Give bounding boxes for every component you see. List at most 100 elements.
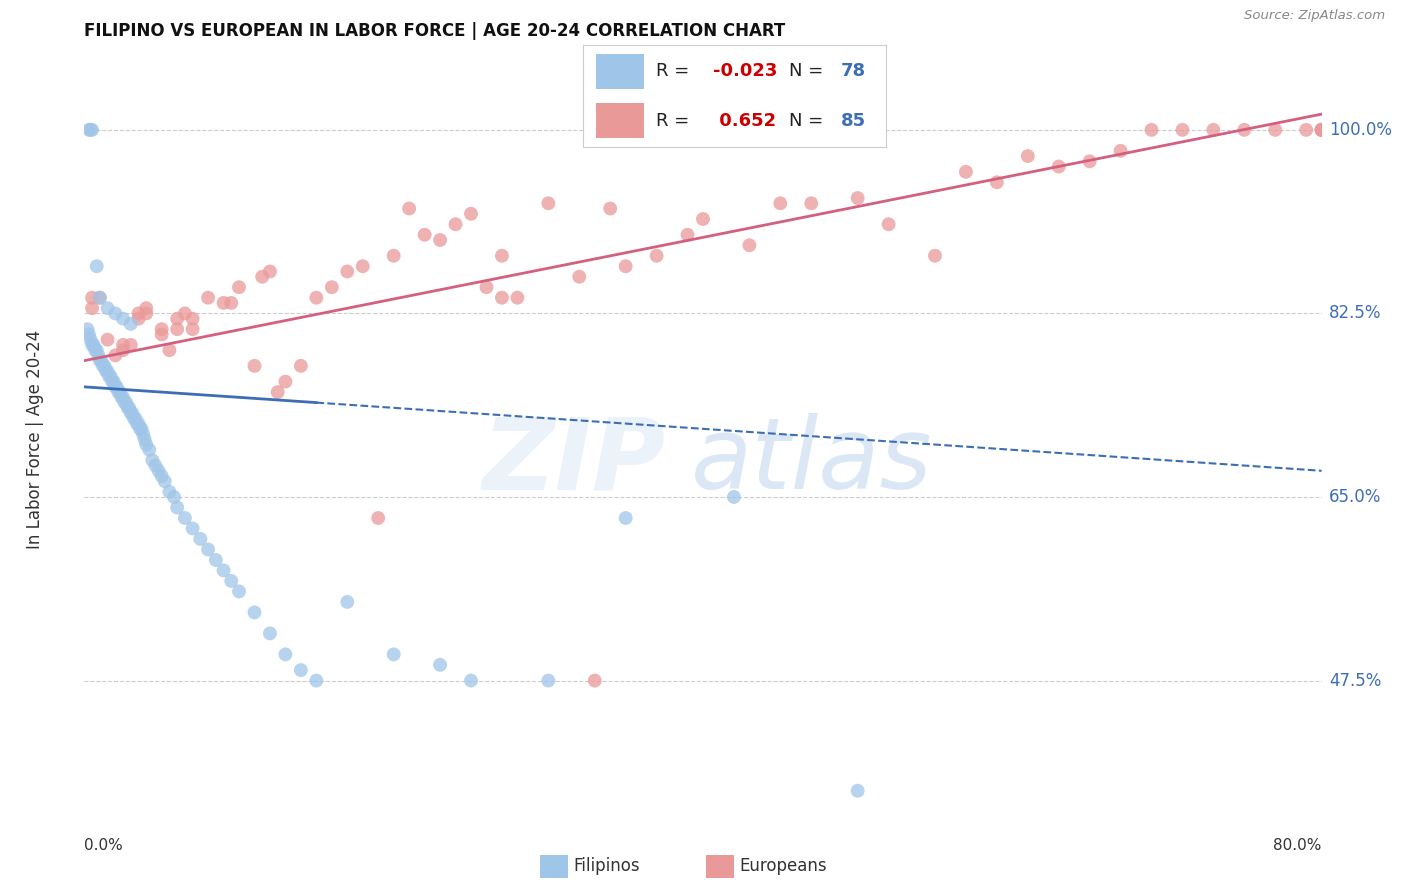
- Point: [614, 511, 637, 525]
- Point: [537, 673, 560, 688]
- Point: [645, 249, 668, 263]
- Point: [429, 233, 451, 247]
- Point: [89, 353, 111, 368]
- Point: [96, 364, 118, 378]
- Point: [955, 165, 977, 179]
- Point: [1140, 123, 1163, 137]
- Point: [460, 673, 482, 688]
- Point: [1341, 123, 1364, 137]
- Text: 65.0%: 65.0%: [1330, 488, 1382, 506]
- Point: [100, 369, 122, 384]
- Point: [112, 390, 135, 404]
- Point: [398, 202, 420, 216]
- Point: [174, 306, 197, 320]
- Point: [131, 422, 153, 436]
- Point: [1403, 123, 1406, 137]
- Point: [723, 490, 745, 504]
- Point: [877, 217, 900, 231]
- Point: [181, 322, 204, 336]
- Point: [1078, 154, 1101, 169]
- Text: In Labor Force | Age 20-24: In Labor Force | Age 20-24: [25, 330, 44, 549]
- Point: [86, 259, 108, 273]
- Point: [96, 301, 118, 315]
- Point: [382, 249, 405, 263]
- Point: [692, 212, 714, 227]
- Point: [181, 521, 204, 535]
- Point: [243, 606, 266, 620]
- Point: [583, 673, 606, 688]
- Text: 80.0%: 80.0%: [1274, 838, 1322, 853]
- Point: [135, 306, 157, 320]
- Point: [1372, 123, 1395, 137]
- Text: 0.0%: 0.0%: [84, 838, 124, 853]
- Point: [120, 338, 142, 352]
- Point: [506, 291, 529, 305]
- Point: [150, 322, 173, 336]
- Point: [90, 353, 112, 368]
- Point: [127, 417, 149, 431]
- Point: [134, 433, 156, 447]
- Point: [290, 663, 312, 677]
- Point: [77, 327, 100, 342]
- Point: [93, 359, 115, 373]
- Point: [112, 338, 135, 352]
- Point: [274, 375, 297, 389]
- Point: [89, 291, 111, 305]
- Point: [87, 348, 110, 362]
- Point: [352, 259, 374, 273]
- Point: [212, 564, 235, 578]
- Point: [132, 427, 155, 442]
- Point: [94, 364, 117, 378]
- Point: [138, 442, 160, 457]
- Point: [1202, 123, 1225, 137]
- Point: [800, 196, 823, 211]
- Point: [846, 783, 869, 797]
- Point: [259, 626, 281, 640]
- Point: [1171, 123, 1194, 137]
- Point: [120, 406, 142, 420]
- Point: [1388, 123, 1406, 137]
- Point: [150, 469, 173, 483]
- Point: [104, 348, 127, 362]
- Point: [1047, 160, 1070, 174]
- Point: [124, 411, 146, 425]
- Point: [166, 500, 188, 515]
- Point: [79, 123, 101, 137]
- Point: [1388, 123, 1406, 137]
- Point: [228, 280, 250, 294]
- Point: [221, 574, 243, 588]
- Point: [107, 385, 129, 400]
- Point: [125, 417, 148, 431]
- Point: [1357, 123, 1379, 137]
- Point: [1395, 123, 1406, 137]
- Point: [228, 584, 250, 599]
- Point: [159, 343, 180, 358]
- Point: [104, 306, 127, 320]
- Point: [82, 338, 104, 352]
- Point: [1381, 123, 1403, 137]
- Text: FILIPINO VS EUROPEAN IN LABOR FORCE | AGE 20-24 CORRELATION CHART: FILIPINO VS EUROPEAN IN LABOR FORCE | AG…: [84, 22, 786, 40]
- Point: [212, 296, 235, 310]
- Point: [174, 511, 197, 525]
- Text: Europeans: Europeans: [740, 857, 827, 875]
- Point: [197, 542, 219, 557]
- Point: [305, 291, 328, 305]
- Text: 82.5%: 82.5%: [1330, 304, 1382, 322]
- Point: [1017, 149, 1039, 163]
- Point: [1109, 144, 1132, 158]
- Text: R =: R =: [657, 112, 695, 130]
- Point: [89, 291, 111, 305]
- Point: [114, 395, 136, 409]
- Point: [444, 217, 467, 231]
- Point: [243, 359, 266, 373]
- Point: [491, 291, 513, 305]
- Point: [491, 249, 513, 263]
- Point: [250, 269, 273, 284]
- Point: [1233, 123, 1256, 137]
- Text: 47.5%: 47.5%: [1330, 672, 1382, 690]
- Point: [181, 311, 204, 326]
- Point: [115, 395, 138, 409]
- Text: N =: N =: [789, 112, 830, 130]
- Point: [148, 464, 170, 478]
- FancyBboxPatch shape: [596, 103, 644, 138]
